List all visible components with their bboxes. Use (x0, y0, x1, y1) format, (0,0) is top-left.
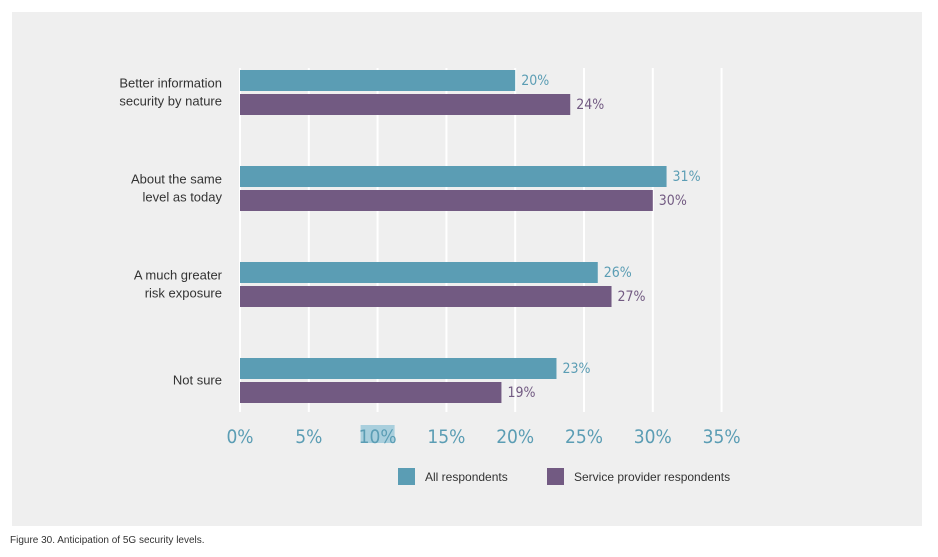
data-label: 26% (604, 265, 632, 281)
bar (240, 94, 571, 115)
legend-swatch (547, 468, 564, 485)
category-label: Better information (119, 76, 222, 91)
category-label: Not sure (173, 373, 222, 388)
data-label: 31% (673, 169, 701, 185)
tick-highlight (360, 425, 395, 443)
x-tick-label: 25% (565, 426, 603, 448)
x-tick-label: 30% (634, 426, 672, 448)
data-label: 24% (576, 97, 604, 113)
bar-chart: 0% 5% 10% 15% 20% 25% 30% 35% 20% 24% Better infor… (119, 68, 741, 485)
bar (240, 286, 612, 307)
data-label: 30% (659, 193, 687, 209)
x-tick-label: 20% (496, 426, 534, 448)
figure-caption: Figure 30. Anticipation of 5G security l… (10, 535, 205, 546)
x-tick-label: 0% (226, 426, 253, 448)
legend-label: All respondents (425, 470, 508, 484)
bar (240, 70, 516, 91)
category-label: About the same (131, 172, 222, 187)
bar (240, 262, 598, 283)
bars (240, 70, 667, 403)
bar (240, 190, 653, 211)
bar (240, 358, 557, 379)
x-tick-label: 35% (703, 426, 741, 448)
category-label: level as today (143, 190, 223, 205)
category-label: risk exposure (145, 286, 222, 301)
bar (240, 166, 667, 187)
legend: All respondents Service provider responde… (398, 468, 730, 485)
labels: 0% 5% 10% 15% 20% 25% 30% 35% 20% 24% Better infor… (119, 73, 740, 448)
category-label: security by nature (119, 94, 222, 109)
legend-swatch (398, 468, 415, 485)
data-label: 23% (562, 361, 590, 377)
chart-panel: 0% 5% 10% 15% 20% 25% 30% 35% 20% 24% Better infor… (12, 12, 922, 526)
data-label: 27% (618, 289, 646, 305)
category-label: A much greater (134, 268, 223, 283)
gridlines (239, 68, 723, 412)
legend-label: Service provider respondents (574, 470, 730, 484)
data-label: 19% (507, 385, 535, 401)
x-tick-label: 5% (295, 426, 322, 448)
x-tick-label: 15% (427, 426, 465, 448)
data-label: 20% (521, 73, 549, 89)
x-tick-label: 10% (359, 426, 397, 448)
bar (240, 382, 502, 403)
